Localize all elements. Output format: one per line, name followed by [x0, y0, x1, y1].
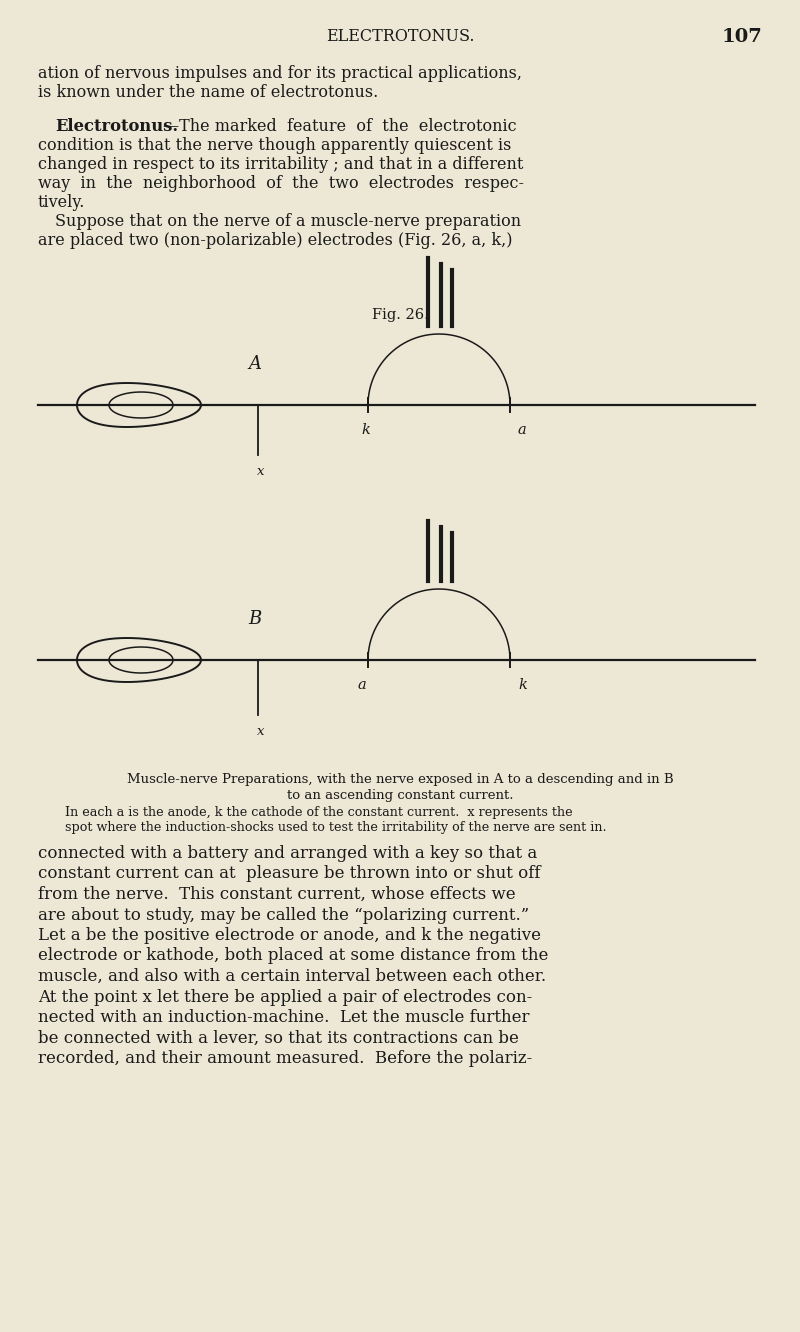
Text: k: k [518, 678, 527, 693]
Text: is known under the name of electrotonus.: is known under the name of electrotonus. [38, 84, 378, 101]
Text: electrode or kathode, both placed at some distance from the: electrode or kathode, both placed at som… [38, 947, 548, 964]
Text: way  in  the  neighborhood  of  the  two  electrodes  respec-: way in the neighborhood of the two elect… [38, 174, 524, 192]
Text: ELECTROTONUS.: ELECTROTONUS. [326, 28, 474, 45]
Text: In each a is the anode, k the cathode of the constant current.  x represents the: In each a is the anode, k the cathode of… [65, 806, 573, 819]
Text: nected with an induction-machine.  Let the muscle further: nected with an induction-machine. Let th… [38, 1010, 530, 1026]
Text: constant current can at  pleasure be thrown into or shut off: constant current can at pleasure be thro… [38, 866, 541, 883]
Text: connected with a battery and arranged with a key so that a: connected with a battery and arranged wi… [38, 844, 538, 862]
Text: be connected with a lever, so that its contractions can be: be connected with a lever, so that its c… [38, 1030, 519, 1047]
Text: A: A [248, 356, 261, 373]
Text: 107: 107 [722, 28, 762, 47]
Text: Fig. 26.: Fig. 26. [372, 308, 428, 322]
Text: spot where the induction-shocks used to test the irritability of the nerve are s: spot where the induction-shocks used to … [65, 821, 606, 834]
Text: a: a [358, 678, 366, 693]
Text: recorded, and their amount measured.  Before the polariz-: recorded, and their amount measured. Bef… [38, 1050, 532, 1067]
Text: Suppose that on the nerve of a muscle-nerve preparation: Suppose that on the nerve of a muscle-ne… [55, 213, 521, 230]
Text: x: x [258, 725, 265, 738]
Text: k: k [361, 424, 370, 437]
Text: Electrotonus.: Electrotonus. [55, 119, 178, 135]
Text: condition is that the nerve though apparently quiescent is: condition is that the nerve though appar… [38, 137, 511, 155]
Text: from the nerve.  This constant current, whose effects we: from the nerve. This constant current, w… [38, 886, 516, 903]
Text: x: x [258, 465, 265, 478]
Text: a: a [518, 424, 526, 437]
Text: B: B [248, 610, 262, 627]
Text: tively.: tively. [38, 194, 86, 210]
Text: At the point x let there be applied a pair of electrodes con-: At the point x let there be applied a pa… [38, 988, 532, 1006]
Text: —The marked  feature  of  the  electrotonic: —The marked feature of the electrotonic [163, 119, 517, 135]
Text: Muscle-nerve Preparations, with the nerve exposed in A to a descending and in B: Muscle-nerve Preparations, with the nerv… [126, 773, 674, 786]
Text: muscle, and also with a certain interval between each other.: muscle, and also with a certain interval… [38, 968, 546, 984]
Text: ation of nervous impulses and for its practical applications,: ation of nervous impulses and for its pr… [38, 65, 522, 83]
Text: are about to study, may be called the “polarizing current.”: are about to study, may be called the “p… [38, 907, 530, 923]
Text: are placed two (non-polarizable) electrodes (Fig. 26, a, k,): are placed two (non-polarizable) electro… [38, 232, 513, 249]
Text: changed in respect to its irritability ; and that in a different: changed in respect to its irritability ;… [38, 156, 523, 173]
Text: to an ascending constant current.: to an ascending constant current. [286, 789, 514, 802]
Text: Let a be the positive electrode or anode, and k the negative: Let a be the positive electrode or anode… [38, 927, 541, 944]
